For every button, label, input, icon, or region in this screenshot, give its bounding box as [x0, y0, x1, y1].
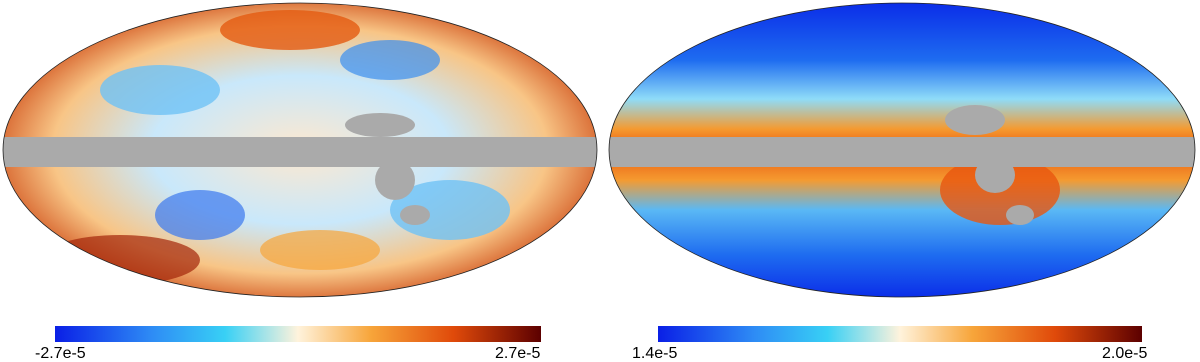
left-map [3, 3, 597, 297]
map-outline [608, 2, 1196, 298]
mask-blob [400, 205, 430, 225]
colorbar-max-label: 2.0e-5 [1102, 345, 1147, 362]
colorbar-max-label: 2.7e-5 [495, 345, 540, 362]
blob [220, 10, 360, 50]
galactic-mask [3, 137, 597, 167]
blob [155, 190, 245, 240]
blob [340, 40, 440, 80]
colorbar-min-label: -2.7e-5 [35, 345, 86, 362]
mask-blob [945, 105, 1005, 135]
galactic-mask [609, 137, 1195, 167]
blob [100, 65, 220, 115]
colorbar [658, 326, 1142, 342]
right-map [609, 3, 1195, 297]
mask-blob [345, 113, 415, 137]
map-outline [2, 2, 598, 298]
mask-blob [375, 160, 415, 200]
blob [40, 235, 200, 285]
colorbar-min-label: 1.4e-5 [632, 345, 677, 362]
mask-blob [975, 157, 1015, 193]
blob [260, 230, 380, 270]
mask-blob [1006, 205, 1034, 225]
blob [390, 180, 510, 240]
colorbar [55, 326, 541, 342]
